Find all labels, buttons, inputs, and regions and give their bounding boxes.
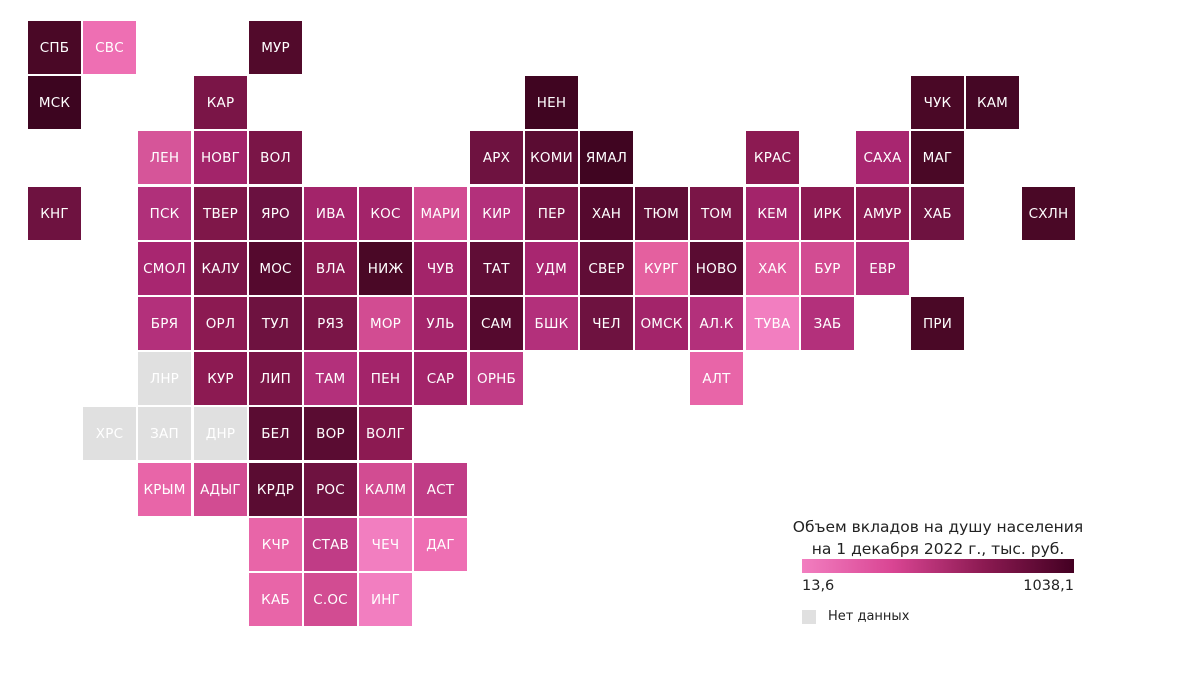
region-tile: С.ОС xyxy=(304,573,357,626)
region-tile: КОМИ xyxy=(525,131,578,184)
region-tile: МСК xyxy=(28,76,81,129)
region-tile: КНГ xyxy=(28,187,81,240)
region-tile: ТУЛ xyxy=(249,297,302,350)
region-tile: БРЯ xyxy=(138,297,191,350)
region-tile: ТАТ xyxy=(470,242,523,295)
region-tile: ДНР xyxy=(194,407,247,460)
region-tile: РЯЗ xyxy=(304,297,357,350)
legend-max-label: 1038,1 xyxy=(1023,578,1074,594)
region-tile: ПЕН xyxy=(359,352,412,405)
region-tile: НИЖ xyxy=(359,242,412,295)
region-tile: ПЕР xyxy=(525,187,578,240)
region-tile: КЧР xyxy=(249,518,302,571)
region-tile: ЗАП xyxy=(138,407,191,460)
region-tile: УДМ xyxy=(525,242,578,295)
region-tile: ЧЕЛ xyxy=(580,297,633,350)
region-tile: СВС xyxy=(83,21,136,74)
legend-title: Объем вкладов на душу населения на 1 дек… xyxy=(780,516,1096,560)
region-tile: САР xyxy=(414,352,467,405)
region-tile: КАЛУ xyxy=(194,242,247,295)
region-tile: ЯРО xyxy=(249,187,302,240)
region-tile: АСТ xyxy=(414,463,467,516)
region-tile: ЧУВ xyxy=(414,242,467,295)
region-tile: СТАВ xyxy=(304,518,357,571)
region-tile: ЛЕН xyxy=(138,131,191,184)
region-tile: АМУР xyxy=(856,187,909,240)
region-tile: КУР xyxy=(194,352,247,405)
region-tile: ХАК xyxy=(746,242,799,295)
region-tile: ХАБ xyxy=(911,187,964,240)
region-tile: ОРНБ xyxy=(470,352,523,405)
region-tile: МУР xyxy=(249,21,302,74)
region-tile: АЛ.К xyxy=(690,297,743,350)
region-tile: ВОР xyxy=(304,407,357,460)
region-tile: АДЫГ xyxy=(194,463,247,516)
region-tile: АЛТ xyxy=(690,352,743,405)
region-tile: ВОЛ xyxy=(249,131,302,184)
region-tile: АРХ xyxy=(470,131,523,184)
region-tile: МАГ xyxy=(911,131,964,184)
region-tile: КАЛМ xyxy=(359,463,412,516)
legend-title-line1: Объем вкладов на душу населения xyxy=(792,518,1084,536)
region-tile: УЛЬ xyxy=(414,297,467,350)
region-tile: НОВГ xyxy=(194,131,247,184)
region-tile: ЧЕЧ xyxy=(359,518,412,571)
region-tile: КЕМ xyxy=(746,187,799,240)
region-tile: МОС xyxy=(249,242,302,295)
legend-title-line2: на 1 декабря 2022 г., тыс. руб. xyxy=(811,540,1065,558)
region-tile: ТВЕР xyxy=(194,187,247,240)
region-tile: ВОЛГ xyxy=(359,407,412,460)
region-tile: ИРК xyxy=(801,187,854,240)
region-tile: КАР xyxy=(194,76,247,129)
nodata-label: Нет данных xyxy=(828,609,910,624)
region-tile: МОР xyxy=(359,297,412,350)
region-tile: МАРИ xyxy=(414,187,467,240)
region-tile: ТУВА xyxy=(746,297,799,350)
region-tile: ВЛА xyxy=(304,242,357,295)
region-tile: ТЮМ xyxy=(635,187,688,240)
region-tile: БУР xyxy=(801,242,854,295)
region-tile: КРДР xyxy=(249,463,302,516)
region-tile: ПРИ xyxy=(911,297,964,350)
region-tile: ЗАБ xyxy=(801,297,854,350)
region-tile: САМ xyxy=(470,297,523,350)
region-tile: КРЫМ xyxy=(138,463,191,516)
region-tile: КУРГ xyxy=(635,242,688,295)
legend-min-label: 13,6 xyxy=(802,578,835,594)
region-tile: ЛНР xyxy=(138,352,191,405)
region-tile: ЧУК xyxy=(911,76,964,129)
legend-gradient-bar xyxy=(802,559,1074,573)
region-tile: СВЕР xyxy=(580,242,633,295)
region-tile: САХА xyxy=(856,131,909,184)
region-tile: ЕВР xyxy=(856,242,909,295)
region-tile: НЕН xyxy=(525,76,578,129)
region-tile: КРАС xyxy=(746,131,799,184)
region-tile: ПСК xyxy=(138,187,191,240)
region-tile: КАМ xyxy=(966,76,1019,129)
region-tile: КОС xyxy=(359,187,412,240)
nodata-swatch xyxy=(802,610,816,624)
region-tile: ТАМ xyxy=(304,352,357,405)
region-tile: ДАГ xyxy=(414,518,467,571)
region-tile: БЕЛ xyxy=(249,407,302,460)
region-tile: ХАН xyxy=(580,187,633,240)
region-tile: СМОЛ xyxy=(138,242,191,295)
region-tile: ОМСК xyxy=(635,297,688,350)
region-tile: ЯМАЛ xyxy=(580,131,633,184)
region-tile: ИНГ xyxy=(359,573,412,626)
region-tile: НОВО xyxy=(690,242,743,295)
region-tile: ОРЛ xyxy=(194,297,247,350)
region-tile: СХЛН xyxy=(1022,187,1075,240)
region-tile: ХРС xyxy=(83,407,136,460)
region-tile: БШК xyxy=(525,297,578,350)
legend: Объем вкладов на душу населения на 1 дек… xyxy=(780,516,1096,624)
region-tile: ТОМ xyxy=(690,187,743,240)
region-tile: КАБ xyxy=(249,573,302,626)
region-tile: СПБ xyxy=(28,21,81,74)
region-tile: КИР xyxy=(470,187,523,240)
region-tile: ИВА xyxy=(304,187,357,240)
region-tile: ЛИП xyxy=(249,352,302,405)
region-tile: РОС xyxy=(304,463,357,516)
